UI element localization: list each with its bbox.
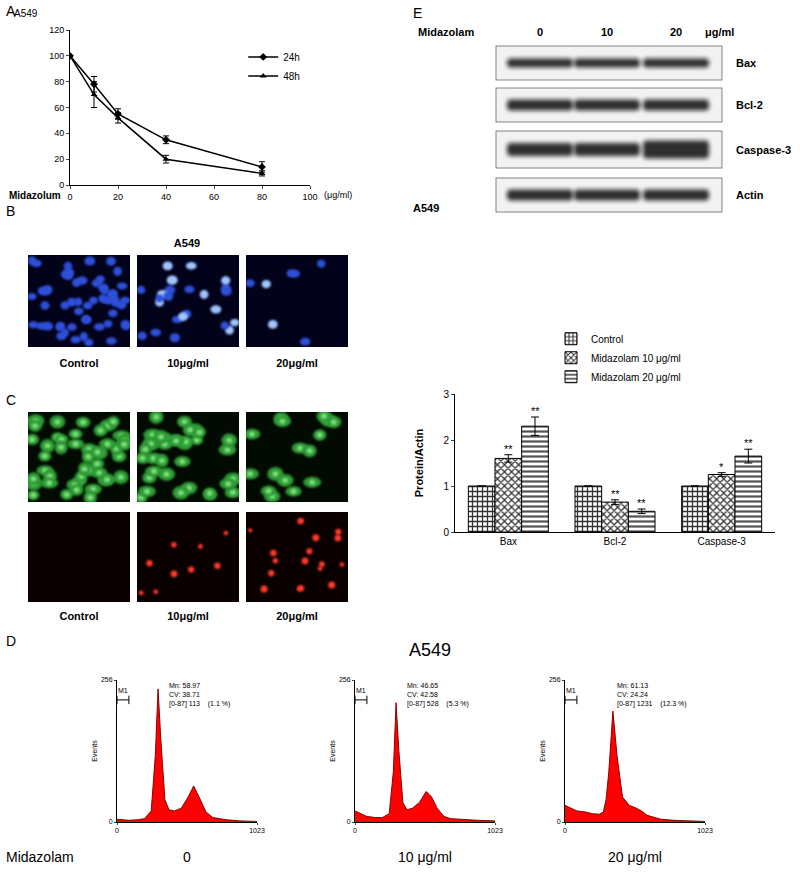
svg-text:Control: Control [591,334,623,345]
svg-text:Midazolum: Midazolum [9,190,61,201]
svg-text:80: 80 [257,192,267,202]
svg-text:C: C [6,392,16,408]
svg-text:**: ** [504,443,513,455]
svg-text:0: 0 [59,180,64,190]
svg-text:60: 60 [54,103,64,113]
svg-text:0: 0 [183,849,191,865]
svg-text:0: 0 [557,818,561,825]
svg-text:0: 0 [115,827,119,834]
svg-text:2: 2 [443,435,449,446]
svg-text:10 μg/ml: 10 μg/ml [398,849,452,865]
svg-text:20: 20 [113,192,123,202]
svg-text:256: 256 [549,676,561,683]
svg-text:0: 0 [109,818,113,825]
svg-text:A549: A549 [174,237,200,249]
svg-text:Bcl-2: Bcl-2 [604,536,627,547]
svg-text:20: 20 [54,154,64,164]
svg-text:20μg/ml: 20μg/ml [276,610,318,622]
svg-text:1023: 1023 [249,827,265,834]
svg-text:B: B [6,203,15,219]
svg-text:Events: Events [539,740,546,762]
svg-text:20μg/ml: 20μg/ml [276,357,318,369]
svg-text:48h: 48h [283,71,300,82]
svg-text:1023: 1023 [697,827,713,834]
svg-text:0: 0 [537,26,543,38]
svg-text:**: ** [744,437,753,449]
svg-text:(μg/ml): (μg/ml) [324,190,352,200]
svg-text:256: 256 [339,676,351,683]
svg-text:0: 0 [563,827,567,834]
svg-text:Midazolam: Midazolam [6,849,74,865]
svg-text:*: * [719,461,724,473]
svg-text:1: 1 [443,481,449,492]
svg-text:80: 80 [54,77,64,87]
svg-text:Mn: 58.97CV: 38.71[0-87] 113: Mn: 58.97CV: 38.71[0-87] 113 (1.1 %) [169,682,230,708]
svg-text:M1: M1 [118,687,128,694]
svg-text:Caspase-3: Caspase-3 [697,536,746,547]
svg-text:20 μg/ml: 20 μg/ml [608,849,662,865]
svg-text:A549: A549 [409,640,451,660]
svg-text:10: 10 [601,26,613,38]
svg-text:100: 100 [302,192,317,202]
svg-text:24h: 24h [283,52,300,63]
svg-text:0: 0 [67,192,72,202]
svg-text:10μg/ml: 10μg/ml [167,610,209,622]
svg-text:Bcl-2: Bcl-2 [736,99,763,111]
svg-text:Midazolam: Midazolam [418,26,474,38]
svg-text:60: 60 [209,192,219,202]
svg-text:Caspase-3: Caspase-3 [736,144,791,156]
svg-text:Bax: Bax [500,536,517,547]
svg-text:40: 40 [54,128,64,138]
svg-text:Mn: 46.65CV: 42.58[0-87] 528: Mn: 46.65CV: 42.58[0-87] 528 (5.3 %) [407,682,469,708]
svg-text:0: 0 [353,827,357,834]
svg-text:Midazolam 10 μg/ml: Midazolam 10 μg/ml [591,353,681,364]
svg-text:Events: Events [329,740,336,762]
svg-text:40: 40 [161,192,171,202]
svg-text:**: ** [637,497,646,509]
svg-text:1023: 1023 [487,827,503,834]
svg-text:A549: A549 [14,8,38,19]
svg-text:Bax: Bax [736,57,757,69]
svg-text:μg/ml: μg/ml [705,26,734,38]
svg-text:20: 20 [670,26,682,38]
svg-text:Protein/Actin: Protein/Actin [413,428,425,497]
svg-text:Midazolam 20 μg/ml: Midazolam 20 μg/ml [591,372,681,383]
svg-text:M1: M1 [566,687,576,694]
svg-text:256: 256 [101,676,113,683]
svg-text:120: 120 [49,25,64,35]
svg-text:10μg/ml: 10μg/ml [167,357,209,369]
svg-text:E: E [413,5,422,21]
svg-text:D: D [6,633,16,649]
svg-text:M1: M1 [356,687,366,694]
svg-text:Mn: 61.13CV: 24.24[0-87] 1231: Mn: 61.13CV: 24.24[0-87] 1231 (12.3 %) [617,682,687,708]
svg-text:Actin: Actin [736,189,764,201]
svg-text:3: 3 [443,389,449,400]
svg-text:A549: A549 [413,202,439,214]
svg-text:A: A [6,3,16,19]
svg-text:100: 100 [49,51,64,61]
svg-text:0: 0 [347,818,351,825]
svg-text:Events: Events [91,740,98,762]
svg-text:**: ** [531,405,540,417]
svg-text:Control: Control [59,610,98,622]
svg-text:Control: Control [59,357,98,369]
svg-text:**: ** [611,488,620,500]
svg-text:0: 0 [443,527,449,538]
